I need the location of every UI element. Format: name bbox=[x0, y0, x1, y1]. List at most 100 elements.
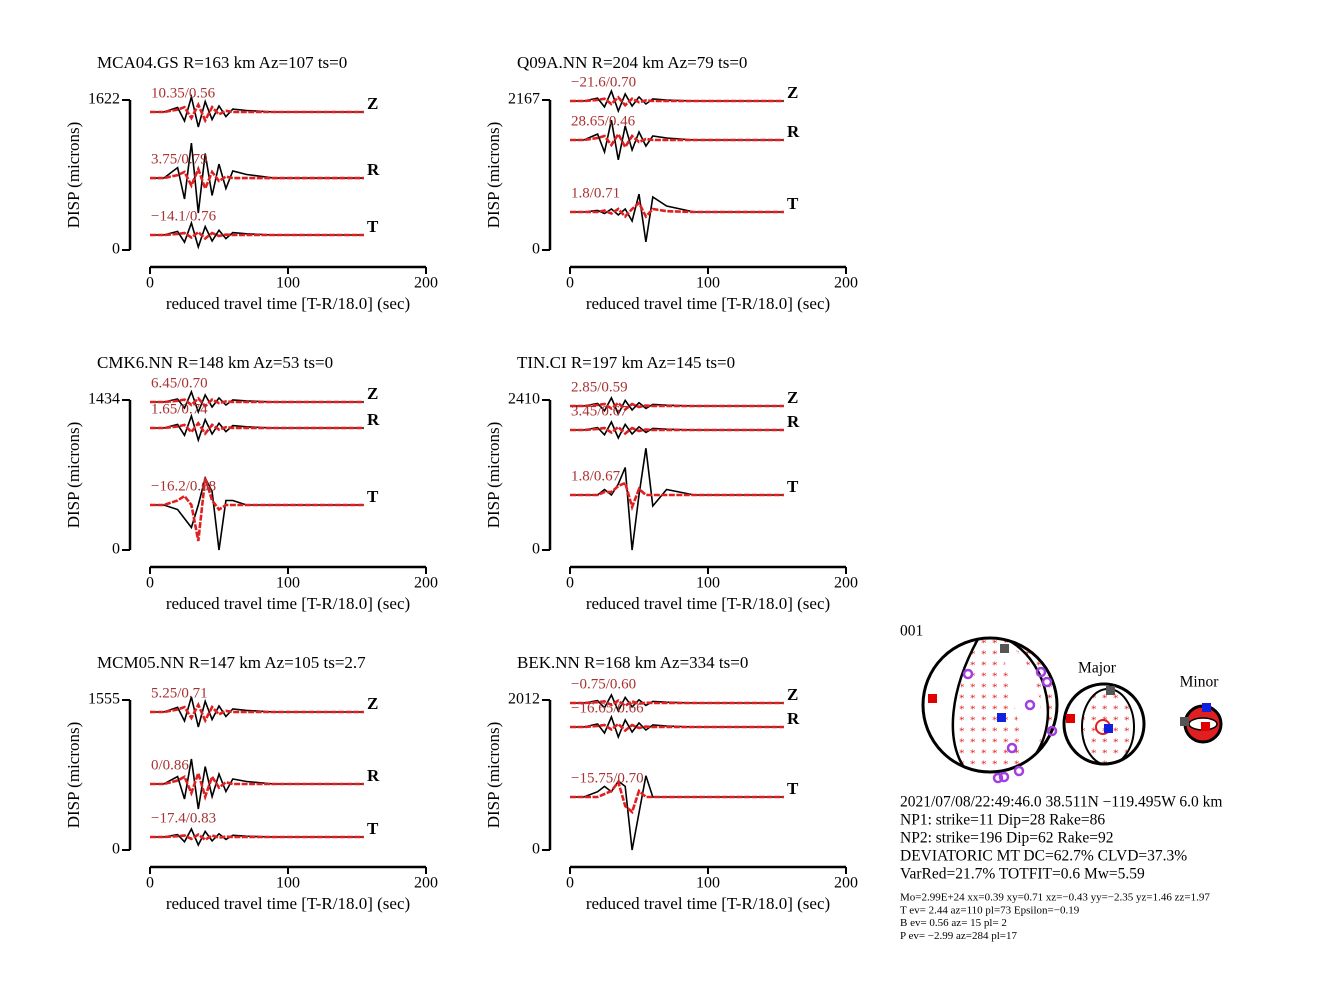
x-tick-label: 200 bbox=[414, 875, 438, 892]
fit-label: 1.8/0.71 bbox=[571, 185, 620, 201]
x-tick-label: 200 bbox=[834, 575, 858, 592]
t-axis bbox=[1180, 717, 1189, 726]
b-axis bbox=[997, 713, 1006, 722]
fit-label: 1.65/0.74 bbox=[151, 401, 208, 417]
fit-label: −17.4/0.83 bbox=[151, 810, 216, 826]
mechanism-detail: P ev= −2.99 az=284 pl=17 bbox=[900, 930, 1017, 942]
y-tick-label: 2012 bbox=[508, 691, 540, 708]
x-axis-label: reduced travel time [T-R/18.0] (sec) bbox=[586, 294, 830, 313]
mechanism-detail: B ev= 0.56 az= 15 pl= 2 bbox=[900, 917, 1007, 929]
component-label: Z bbox=[787, 83, 798, 102]
component-label: Z bbox=[787, 685, 798, 704]
component-label: T bbox=[787, 194, 799, 213]
synthetic-trace bbox=[150, 420, 364, 436]
fit-label: 3.75/0.79 bbox=[151, 151, 208, 167]
major-label: Major bbox=[1078, 660, 1117, 677]
panel-title: MCM05.NN R=147 km Az=105 ts=2.7 bbox=[97, 653, 366, 672]
y-tick-label: 0 bbox=[112, 241, 120, 258]
x-tick-label: 200 bbox=[834, 275, 858, 292]
minor-label: Minor bbox=[1180, 674, 1220, 691]
panel-title: Q09A.NN R=204 km Az=79 ts=0 bbox=[517, 53, 747, 72]
synthetic-trace bbox=[150, 701, 364, 724]
fit-label: 0/0.86 bbox=[151, 757, 189, 773]
fit-label: 2.85/0.59 bbox=[571, 379, 628, 395]
observed-trace bbox=[150, 413, 364, 443]
x-tick-label: 0 bbox=[566, 875, 574, 892]
waveform-panel: MCA04.GS R=163 km Az=107 ts=0 DISP (micro… bbox=[64, 53, 438, 313]
waveform-panel: MCM05.NN R=147 km Az=105 ts=2.7 DISP (mic… bbox=[64, 653, 438, 913]
fit-label: −16.65/0.66 bbox=[571, 700, 644, 716]
nodal-plane bbox=[951, 638, 980, 770]
x-tick-label: 200 bbox=[414, 275, 438, 292]
x-tick-label: 100 bbox=[696, 875, 720, 892]
component-label: T bbox=[787, 779, 799, 798]
waveform-panel: BEK.NN R=168 km Az=334 ts=0 DISP (microns… bbox=[484, 653, 858, 913]
component-label: Z bbox=[367, 94, 378, 113]
synthetic-trace bbox=[570, 722, 784, 733]
waveform-panel: Q09A.NN R=204 km Az=79 ts=0 DISP (microns… bbox=[484, 53, 858, 313]
component-label: T bbox=[787, 477, 799, 496]
synthetic-trace bbox=[150, 165, 364, 193]
component-label: T bbox=[367, 819, 379, 838]
nodal-plane bbox=[1009, 639, 1050, 760]
panel-title: TIN.CI R=197 km Az=145 ts=0 bbox=[517, 353, 735, 372]
waveform-panel: TIN.CI R=197 km Az=145 ts=0 DISP (microns… bbox=[484, 353, 858, 613]
synthetic-trace bbox=[570, 779, 784, 815]
observed-trace bbox=[570, 193, 784, 243]
synthetic-trace bbox=[570, 699, 784, 708]
y-tick-label: 1434 bbox=[88, 391, 120, 408]
component-label: R bbox=[787, 709, 800, 728]
y-axis-label: DISP (microns) bbox=[64, 722, 83, 829]
synthetic-trace bbox=[570, 401, 784, 412]
observed-trace bbox=[150, 220, 364, 250]
mechanism-line: 2021/07/08/22:49:46.0 38.511N −119.495W … bbox=[900, 794, 1222, 811]
b-axis bbox=[1104, 724, 1113, 733]
synthetic-trace bbox=[150, 230, 364, 241]
synthetic-trace bbox=[570, 95, 784, 108]
fit-label: 28.65/0.46 bbox=[571, 113, 636, 129]
synthetic-trace bbox=[150, 833, 364, 842]
fit-label: 6.45/0.70 bbox=[151, 375, 208, 391]
y-tick-label: 0 bbox=[532, 541, 540, 558]
fit-label: 5.25/0.71 bbox=[151, 685, 208, 701]
x-axis-label: reduced travel time [T-R/18.0] (sec) bbox=[586, 894, 830, 913]
y-tick-label: 0 bbox=[532, 241, 540, 258]
x-tick-label: 200 bbox=[414, 575, 438, 592]
component-label: R bbox=[367, 160, 380, 179]
component-label: T bbox=[367, 487, 379, 506]
component-label: Z bbox=[367, 694, 378, 713]
y-tick-label: 1622 bbox=[88, 91, 120, 108]
synthetic-trace bbox=[150, 768, 364, 801]
t-axis bbox=[1106, 686, 1115, 695]
observed-trace bbox=[570, 88, 784, 114]
component-label: R bbox=[787, 122, 800, 141]
y-tick-label: 1555 bbox=[88, 691, 120, 708]
synthetic-trace bbox=[570, 481, 784, 512]
synthetic-trace bbox=[150, 396, 364, 409]
panel-title: BEK.NN R=168 km Az=334 ts=0 bbox=[517, 653, 748, 672]
b-axis bbox=[1202, 703, 1211, 712]
p-axis bbox=[1201, 722, 1210, 731]
y-tick-label: 2167 bbox=[508, 91, 540, 108]
p-axis bbox=[1066, 714, 1075, 723]
synthetic-trace bbox=[570, 131, 784, 150]
beachball-major bbox=[1062, 682, 1146, 766]
fit-label: −14.1/0.76 bbox=[151, 208, 217, 224]
synthetic-trace bbox=[150, 101, 364, 124]
t-axis bbox=[1000, 644, 1009, 653]
y-tick-label: 2410 bbox=[508, 391, 540, 408]
x-axis-label: reduced travel time [T-R/18.0] (sec) bbox=[586, 594, 830, 613]
x-tick-label: 0 bbox=[146, 875, 154, 892]
component-label: Z bbox=[787, 388, 798, 407]
fit-label: 1.8/0.67 bbox=[571, 468, 621, 484]
component-label: R bbox=[367, 410, 380, 429]
component-label: R bbox=[787, 412, 800, 431]
event-id: 001 bbox=[900, 623, 923, 640]
x-tick-label: 0 bbox=[566, 575, 574, 592]
y-axis-label: DISP (microns) bbox=[64, 122, 83, 229]
y-tick-label: 0 bbox=[532, 841, 540, 858]
y-tick-label: 0 bbox=[112, 541, 120, 558]
x-axis-label: reduced travel time [T-R/18.0] (sec) bbox=[166, 894, 410, 913]
y-tick-label: 0 bbox=[112, 841, 120, 858]
